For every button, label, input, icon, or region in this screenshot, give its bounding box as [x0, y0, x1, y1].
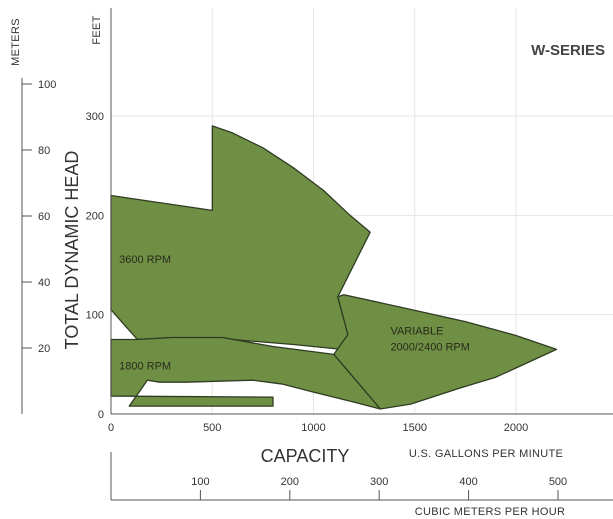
y2-units-label: METERS — [10, 18, 22, 66]
x-units-label: U.S. GALLONS PER MINUTE — [409, 448, 563, 460]
x-tick-label: 500 — [203, 422, 221, 434]
meters-tick-label: 60 — [38, 211, 50, 223]
y-tick-label: 100 — [86, 310, 104, 322]
region-variable-rpm — [333, 294, 558, 410]
region-label: 2000/2400 RPM — [390, 341, 470, 353]
y-units-label: FEET — [91, 15, 103, 44]
axes — [21, 8, 613, 501]
y-tick-label: 300 — [86, 111, 104, 123]
y-axis-title: TOTAL DYNAMIC HEAD — [62, 151, 82, 350]
meters-tick-label: 100 — [38, 79, 56, 91]
cmh-tick-label: 200 — [281, 476, 299, 488]
x2-units-label: CUBIC METERS PER HOUR — [415, 506, 566, 518]
region-label: 1800 RPM — [119, 360, 171, 372]
region-label: VARIABLE — [390, 326, 443, 338]
y-tick-label: 200 — [86, 210, 104, 222]
chart-title: W-SERIES — [531, 42, 605, 59]
cmh-tick-label: 500 — [549, 476, 567, 488]
performance-regions — [110, 125, 558, 410]
cmh-tick-label: 300 — [370, 476, 388, 488]
meters-tick-label: 20 — [38, 343, 50, 355]
cmh-tick-label: 100 — [191, 476, 209, 488]
cmh-tick-label: 400 — [459, 476, 477, 488]
x-tick-label: 0 — [108, 422, 114, 434]
x-tick-label: 1000 — [301, 422, 325, 434]
region-1800-rpm — [110, 336, 381, 410]
region-label: 3600 RPM — [119, 254, 171, 266]
x-tick-label: 1500 — [403, 422, 427, 434]
y-tick-label: 0 — [98, 409, 104, 421]
x-tick-label: 2000 — [504, 422, 528, 434]
meters-tick-label: 80 — [38, 145, 50, 157]
x-axis-title: CAPACITY — [261, 446, 350, 466]
meters-tick-label: 40 — [38, 277, 50, 289]
text-labels: 0 500 1000 1500 2000 0 100 200 300 20 40 60 80 100 100… — [10, 15, 605, 518]
